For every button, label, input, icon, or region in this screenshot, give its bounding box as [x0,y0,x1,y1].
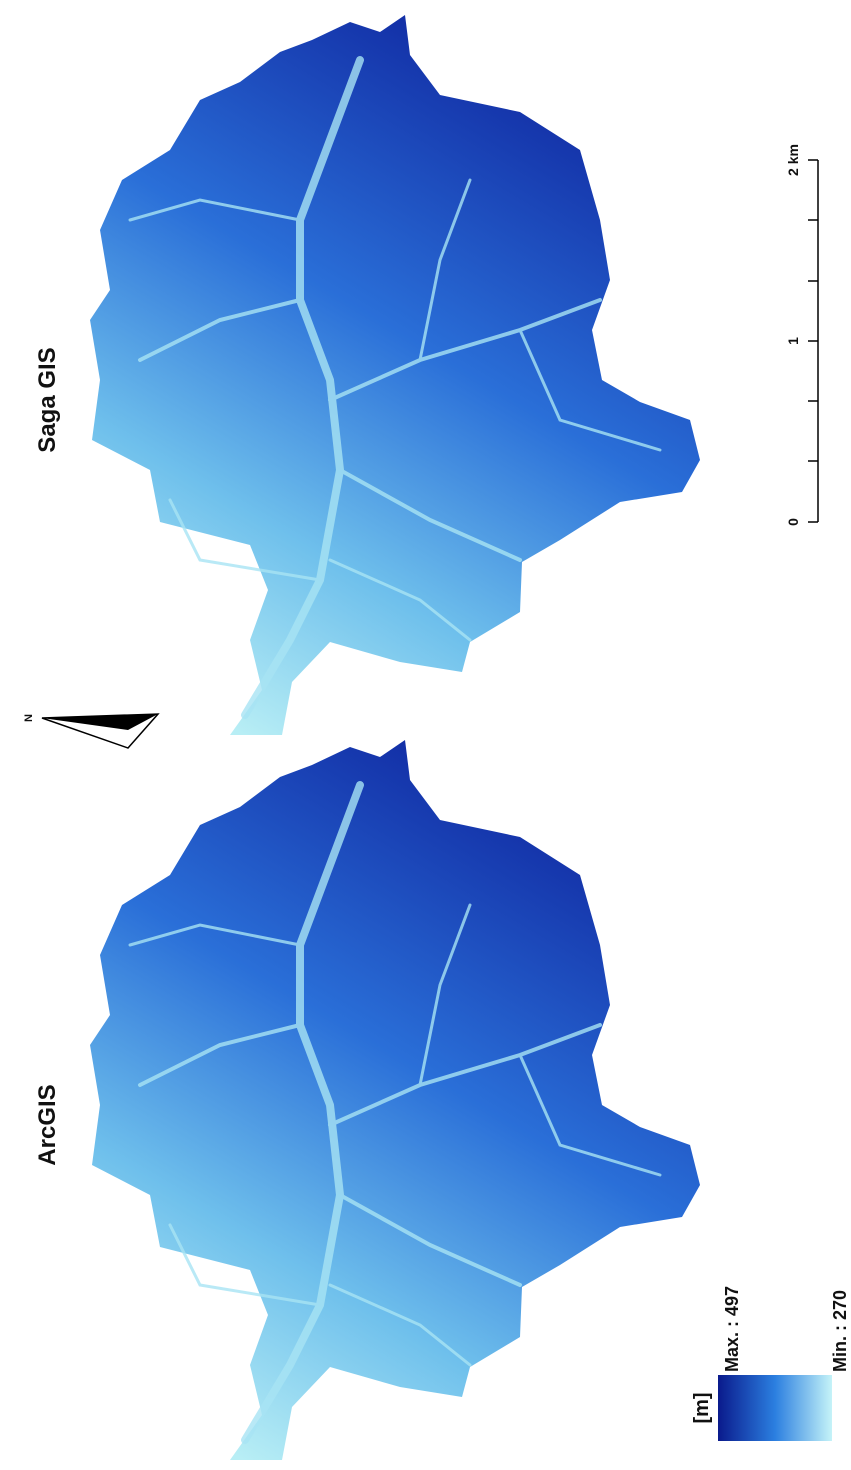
legend-unit: [m] [691,1392,713,1423]
legend-ramp [718,1375,832,1441]
north-label: N [23,714,35,722]
map-title: ArcGIS [34,1084,61,1165]
scale-label: 2 km [785,144,801,176]
dem-map [90,15,700,735]
scale-bar [808,160,818,522]
scale-label: 1 [785,337,801,345]
legend-max: Max. : 497 [722,1286,742,1372]
scale-label: 0 [785,518,801,526]
map-title: Saga GIS [34,347,61,452]
legend-min: Min. : 270 [830,1290,850,1372]
north-arrow: N [23,714,158,748]
figure: Saga GIS ArcGIS N 0 1 2 km [m] Max. : 49… [0,0,851,1470]
dem-map [90,740,700,1460]
legend: [m] Max. : 497 Min. : 270 [691,1286,850,1441]
